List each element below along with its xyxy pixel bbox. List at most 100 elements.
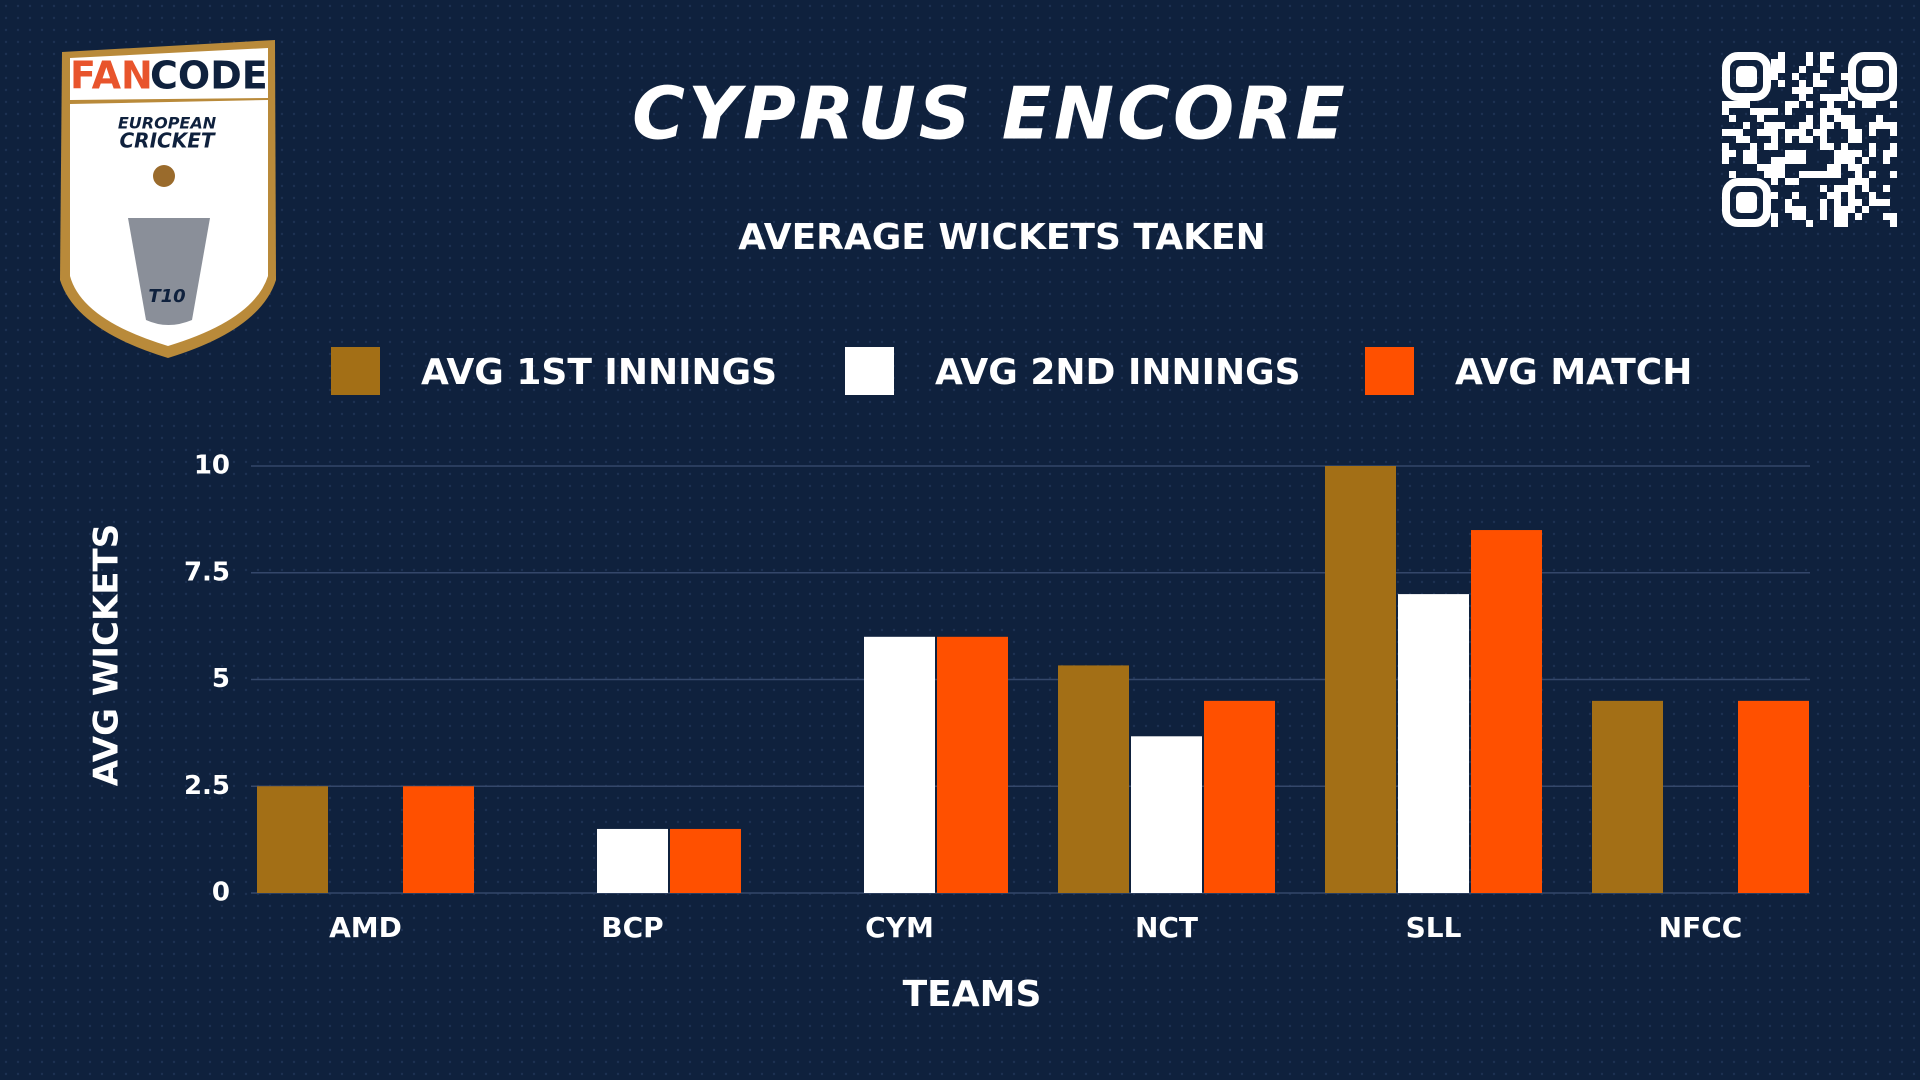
qr-cell xyxy=(1750,143,1757,150)
logo: FAN CODE EUROPEAN CRICKET T10 xyxy=(60,40,276,358)
qr-cell xyxy=(1806,115,1813,122)
qr-cell xyxy=(1876,122,1883,129)
qr-cell xyxy=(1813,73,1820,80)
qr-cell xyxy=(1722,143,1729,150)
qr-cell xyxy=(1820,59,1827,66)
qr-finder xyxy=(1848,52,1897,101)
qr-cell xyxy=(1848,199,1855,206)
qr-cell xyxy=(1883,185,1890,192)
qr-cell xyxy=(1855,199,1862,206)
qr-cell xyxy=(1736,136,1743,143)
qr-cell xyxy=(1785,101,1792,108)
x-tick-label: BCP xyxy=(601,911,663,944)
qr-cell xyxy=(1799,171,1806,178)
qr-cell xyxy=(1722,108,1729,115)
qr-cell xyxy=(1841,73,1848,80)
qr-cell xyxy=(1869,143,1876,150)
qr-cell xyxy=(1855,150,1862,157)
qr-cell xyxy=(1848,206,1855,213)
qr-cell xyxy=(1827,122,1834,129)
qr-cell xyxy=(1855,129,1862,136)
legend-swatch xyxy=(1365,347,1414,395)
qr-cell xyxy=(1771,129,1778,136)
qr-cell xyxy=(1771,122,1778,129)
qr-cell xyxy=(1750,108,1757,115)
qr-cell xyxy=(1778,59,1785,66)
qr-cell xyxy=(1806,171,1813,178)
qr-cell xyxy=(1848,101,1855,108)
qr-cell xyxy=(1806,52,1813,59)
qr-cell xyxy=(1862,178,1869,185)
y-tick-label: 10 xyxy=(194,451,230,481)
bar xyxy=(1131,736,1202,893)
qr-cell xyxy=(1771,178,1778,185)
qr-cell xyxy=(1771,143,1778,150)
qr-cell xyxy=(1771,157,1778,164)
qr-cell xyxy=(1806,101,1813,108)
qr-cell xyxy=(1834,213,1841,220)
qr-cell xyxy=(1722,150,1729,157)
qr-cell xyxy=(1806,59,1813,66)
qr-cell xyxy=(1848,192,1855,199)
qr-cell xyxy=(1820,52,1827,59)
qr-cell xyxy=(1799,129,1806,136)
qr-cell xyxy=(1834,150,1841,157)
qr-cell xyxy=(1792,101,1799,108)
qr-cell xyxy=(1820,213,1827,220)
qr-cell xyxy=(1799,80,1806,87)
bar xyxy=(1204,700,1275,893)
qr-cell xyxy=(1757,115,1764,122)
qr-cell xyxy=(1841,157,1848,164)
qr-cell xyxy=(1820,122,1827,129)
qr-cell xyxy=(1750,150,1757,157)
qr-cell xyxy=(1883,157,1890,164)
qr-cell xyxy=(1820,206,1827,213)
qr-cell xyxy=(1841,206,1848,213)
qr-cell xyxy=(1813,171,1820,178)
qr-cell xyxy=(1827,192,1834,199)
legend-label: AVG 2ND INNINGS xyxy=(935,352,1301,393)
bar xyxy=(1738,700,1809,893)
qr-cell xyxy=(1792,87,1799,94)
qr-cell xyxy=(1792,178,1799,185)
qr-cell xyxy=(1869,171,1876,178)
bar xyxy=(670,828,741,893)
qr-cell xyxy=(1834,108,1841,115)
qr-cell xyxy=(1862,101,1869,108)
qr-cell xyxy=(1743,101,1750,108)
legend-swatch xyxy=(331,347,380,395)
qr-cell xyxy=(1729,115,1736,122)
qr-cell xyxy=(1827,66,1834,73)
qr-cell xyxy=(1890,150,1897,157)
qr-cell xyxy=(1820,199,1827,206)
legend-swatch xyxy=(845,347,894,395)
bar xyxy=(937,636,1008,893)
qr-cell xyxy=(1820,171,1827,178)
qr-cell xyxy=(1771,213,1778,220)
qr-cell xyxy=(1785,157,1792,164)
qr-cell xyxy=(1834,157,1841,164)
qr-cell xyxy=(1778,164,1785,171)
x-tick-label: NCT xyxy=(1135,911,1198,944)
qr-cell xyxy=(1855,164,1862,171)
x-tick-label: CYM xyxy=(865,911,934,944)
brand-fan: FAN xyxy=(70,54,153,98)
qr-cell xyxy=(1792,157,1799,164)
qr-cell xyxy=(1834,199,1841,206)
qr-cell xyxy=(1764,108,1771,115)
qr-cell xyxy=(1736,101,1743,108)
qr-cell xyxy=(1834,164,1841,171)
qr-cell xyxy=(1785,108,1792,115)
qr-cell xyxy=(1764,143,1771,150)
qr-cell xyxy=(1792,150,1799,157)
qr-cell xyxy=(1792,213,1799,220)
bar xyxy=(257,786,328,893)
bar xyxy=(1398,594,1469,893)
bar xyxy=(1058,665,1129,893)
qr-cell xyxy=(1827,108,1834,115)
qr-finder xyxy=(1722,52,1771,101)
qr-cell xyxy=(1848,150,1855,157)
qr-cell xyxy=(1806,220,1813,227)
qr-cell xyxy=(1785,129,1792,136)
qr-cell xyxy=(1827,171,1834,178)
